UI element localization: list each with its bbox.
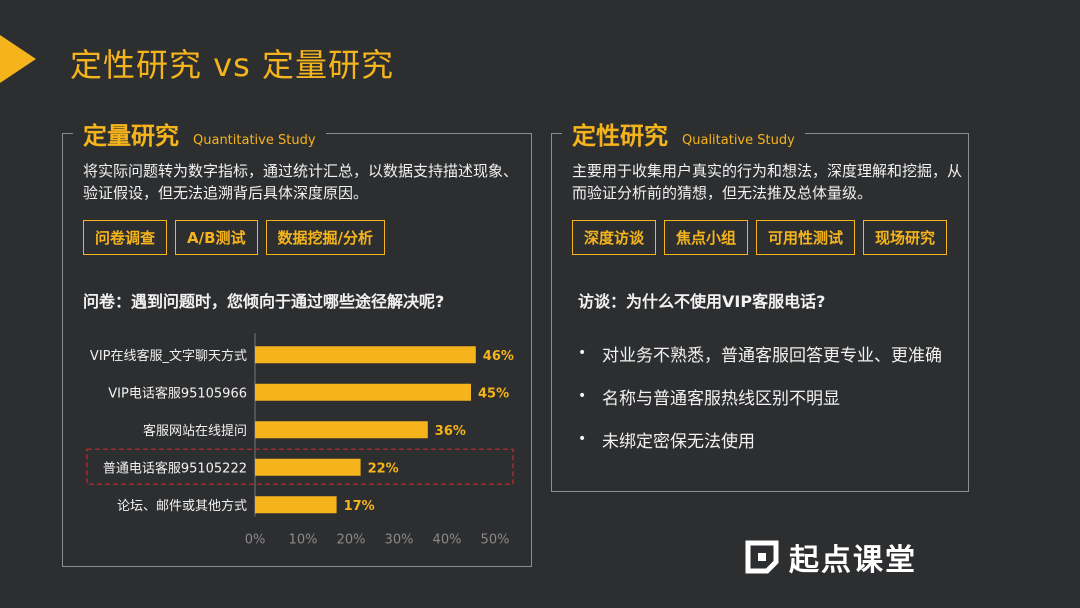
qualitative-tags: 深度访谈 焦点小组 可用性测试 现场研究 bbox=[572, 220, 948, 255]
heading-cn: 定量研究 bbox=[83, 122, 179, 150]
bar bbox=[255, 346, 476, 364]
bullet-icon: • bbox=[578, 388, 587, 404]
data-label: 45% bbox=[478, 386, 509, 401]
bullet-icon: • bbox=[578, 345, 587, 361]
title-arrow-icon bbox=[0, 35, 36, 83]
category-label: VIP在线客服_文字聊天方式 bbox=[90, 348, 247, 364]
heading-en: Qualitative Study bbox=[682, 133, 795, 148]
heading-cn: 定性研究 bbox=[572, 122, 668, 150]
quantitative-panel: 定量研究 Quantitative Study 将实际问题转为数字指标，通过统计… bbox=[62, 116, 532, 568]
bar-chart-svg: VIP在线客服_文字聊天方式 46% VIP电话客服95105966 45% 客服网站在… bbox=[86, 333, 514, 548]
list-item: • 未绑定密保无法使用 bbox=[578, 428, 942, 452]
survey-question: 问卷：遇到问题时，您倾向于通过哪些途径解决呢? bbox=[83, 292, 445, 311]
category-label: 客服网站在线提问 bbox=[143, 423, 247, 439]
qualitative-description: 主要用于收集用户真实的行为和想法，深度理解和挖掘，从而验证分析前的猜想，但无法推… bbox=[572, 162, 963, 202]
data-label: 22% bbox=[368, 461, 399, 476]
brand-logo: 起点课堂 bbox=[745, 535, 917, 579]
tag-in-depth-interview: 深度访谈 bbox=[572, 220, 657, 255]
highlight-box bbox=[86, 448, 514, 485]
quantitative-heading: 定量研究 Quantitative Study bbox=[73, 116, 326, 151]
qualitative-heading: 定性研究 Qualitative Study bbox=[562, 116, 805, 151]
tag-field-research: 现场研究 bbox=[863, 220, 948, 255]
list-item: • 对业务不熟悉，普通客服回答更专业、更准确 bbox=[578, 342, 942, 366]
category-label: 普通电话客服95105222 bbox=[103, 460, 247, 476]
bar bbox=[255, 421, 428, 439]
bar bbox=[255, 458, 361, 476]
answer-text: 未绑定密保无法使用 bbox=[602, 431, 755, 452]
bar bbox=[255, 496, 337, 514]
tag-survey: 问卷调查 bbox=[83, 220, 168, 255]
x-tick-label: 20% bbox=[337, 533, 366, 548]
x-tick-label: 30% bbox=[385, 533, 414, 548]
survey-bar-chart: VIP在线客服_文字聊天方式 46% VIP电话客服95105966 45% 客服网站在… bbox=[63, 324, 531, 568]
interview-question: 访谈：为什么不使用VIP客服电话? bbox=[578, 292, 826, 311]
x-tick-label: 50% bbox=[481, 533, 510, 548]
tag-focus-group: 焦点小组 bbox=[664, 220, 749, 255]
heading-en: Quantitative Study bbox=[193, 133, 316, 148]
logo-mark-icon bbox=[745, 540, 779, 574]
bar bbox=[255, 383, 471, 401]
data-label: 36% bbox=[435, 424, 466, 439]
x-tick-label: 0% bbox=[245, 533, 266, 548]
data-label: 46% bbox=[483, 349, 514, 364]
page-title: 定性研究 vs 定量研究 bbox=[70, 46, 394, 84]
x-tick-label: 40% bbox=[433, 533, 462, 548]
qualitative-panel: 定性研究 Qualitative Study 主要用于收集用户真实的行为和想法，… bbox=[551, 116, 969, 492]
quantitative-tags: 问卷调查 A/B测试 数据挖掘/分析 bbox=[83, 220, 386, 255]
list-item: • 名称与普通客服热线区别不明显 bbox=[578, 385, 942, 409]
category-label: VIP电话客服95105966 bbox=[108, 385, 247, 401]
interview-answers: • 对业务不熟悉，普通客服回答更专业、更准确 • 名称与普通客服热线区别不明显 • 未… bbox=[578, 342, 942, 471]
answer-text: 对业务不熟悉，普通客服回答更专业、更准确 bbox=[602, 345, 942, 366]
logo-text: 起点课堂 bbox=[789, 543, 917, 578]
category-label: 论坛、邮件或其他方式 bbox=[117, 498, 247, 514]
answer-text: 名称与普通客服热线区别不明显 bbox=[602, 388, 840, 409]
x-tick-label: 10% bbox=[289, 533, 318, 548]
tag-usability-test: 可用性测试 bbox=[756, 220, 856, 255]
tag-data-mining: 数据挖掘/分析 bbox=[265, 220, 386, 255]
bullet-icon: • bbox=[578, 431, 587, 447]
tag-ab-test: A/B测试 bbox=[175, 220, 258, 255]
quantitative-description: 将实际问题转为数字指标，通过统计汇总，以数据支持描述现象、验证假设，但无法追溯背… bbox=[83, 162, 519, 202]
data-label: 17% bbox=[344, 499, 375, 514]
